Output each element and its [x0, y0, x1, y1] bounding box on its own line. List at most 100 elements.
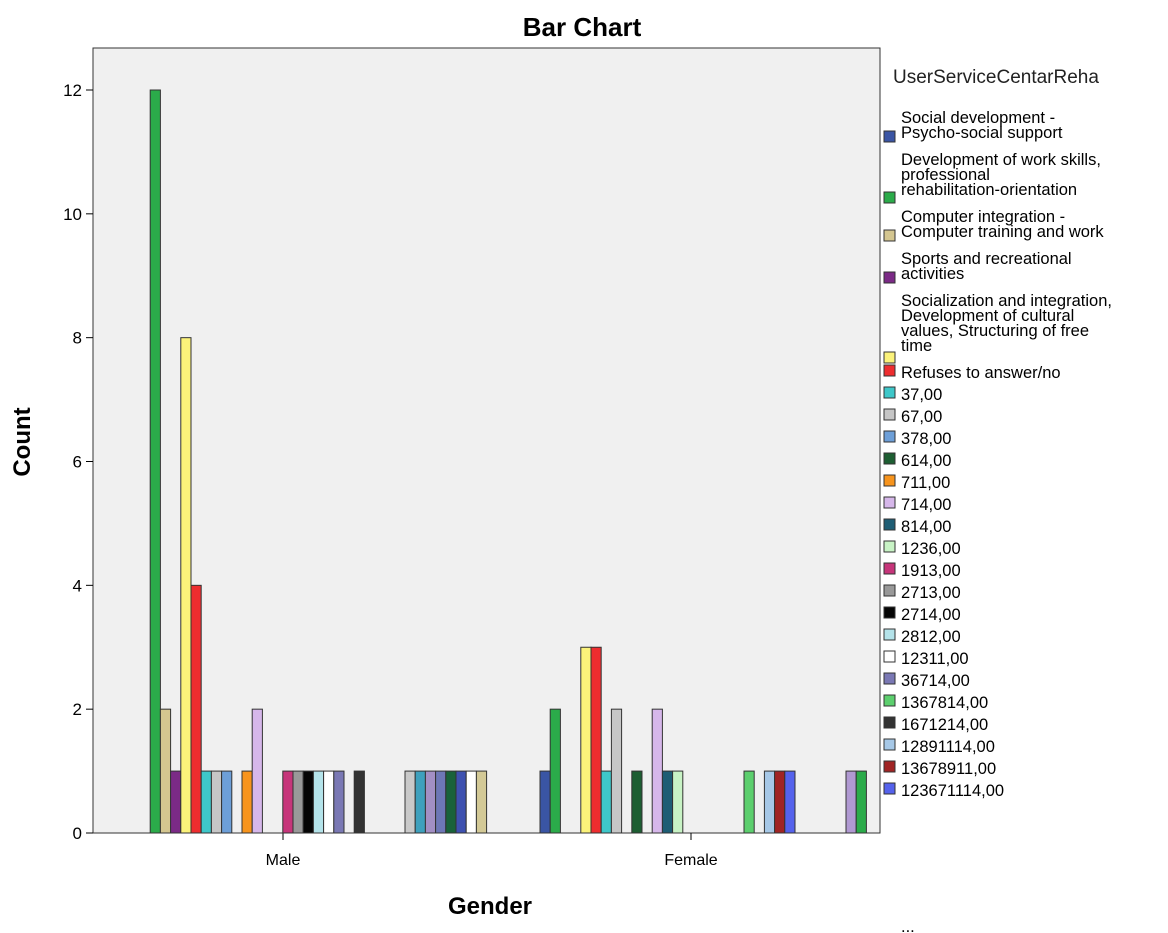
legend-label-1: professional [901, 166, 990, 184]
bar-male-extra-5 [455, 770, 467, 834]
legend-label-17: 2812,00 [901, 628, 961, 646]
legend-swatch-18 [883, 650, 896, 663]
legend-swatch-16 [883, 606, 896, 619]
bar-male-10 [241, 770, 253, 834]
bar-male-extra-1 [414, 770, 426, 834]
bar-female-24 [784, 770, 796, 834]
x-tick-label-male: Male [266, 852, 301, 869]
legend-swatch-6 [883, 386, 896, 399]
bar-female-extra-0 [845, 770, 857, 834]
legend: UserServiceCentarReha Social development… [883, 67, 1112, 933]
legend-label-4: values, Structuring of free [901, 322, 1089, 340]
bar-male-7 [210, 770, 223, 834]
legend-label-13: 1236,00 [901, 540, 961, 558]
bar-female-extra-1 [855, 770, 867, 834]
legend-label-9: 614,00 [901, 452, 951, 470]
bar-male-extra-4 [445, 770, 457, 834]
bar-male-19 [333, 770, 345, 834]
legend-label-2: Computer integration - [901, 208, 1065, 226]
legend-swatch-1 [883, 191, 896, 204]
bar-male-6 [200, 770, 212, 834]
legend-label-22: 12891114,00 [901, 738, 995, 756]
legend-label-4: time [901, 337, 932, 355]
bar-male-4 [180, 337, 192, 834]
bar-male-17 [312, 770, 325, 834]
bar-male-extra-7 [475, 770, 488, 834]
bar-male-14 [282, 770, 294, 834]
legend-label-8: 378,00 [901, 430, 951, 448]
bar-female-13 [672, 770, 684, 834]
legend-label-12: 814,00 [901, 518, 951, 536]
legend-more: ... [901, 918, 915, 933]
bar-male-1 [149, 89, 161, 834]
bar-male-3 [170, 770, 182, 834]
legend-label-3: activities [901, 265, 964, 283]
bar-female-22 [763, 770, 776, 834]
legend-label-14: 1913,00 [901, 562, 961, 580]
x-axis-label: Gender [448, 893, 532, 920]
plot-area: 0 2 4 6 8 10 12 Male Female [63, 47, 881, 869]
legend-swatch-24 [883, 782, 896, 795]
bar-female-23 [774, 770, 786, 834]
bar-male-11 [251, 708, 263, 834]
bar-male-2 [159, 708, 172, 834]
y-tick-label: 10 [63, 205, 82, 224]
y-tick-label: 8 [73, 329, 82, 348]
legend-label-7: 67,00 [901, 408, 942, 426]
bar-male-extra-2 [424, 770, 437, 834]
bar-female-20 [743, 770, 755, 834]
legend-swatch-14 [883, 562, 896, 575]
legend-label-4: Development of cultural [901, 307, 1074, 325]
bar-male-extra-3 [435, 770, 447, 834]
bar-female-0 [539, 770, 551, 834]
bar-male-15 [292, 770, 304, 834]
legend-swatch-8 [883, 430, 896, 443]
legend-label-5: Refuses to answer/no [901, 364, 1061, 382]
legend-label-4: Socialization and integration, [901, 292, 1112, 310]
legend-label-6: 37,00 [901, 386, 942, 404]
bar-male-16 [302, 770, 314, 834]
x-tick-label-female: Female [664, 852, 717, 869]
bar-female-11 [651, 708, 663, 834]
chart-title: Bar Chart [523, 12, 642, 42]
legend-swatch-0 [883, 130, 896, 143]
legend-swatch-12 [883, 518, 896, 531]
legend-label-1: rehabilitation-orientation [901, 181, 1077, 199]
legend-swatch-10 [883, 474, 896, 487]
legend-label-3: Sports and recreational [901, 250, 1072, 268]
legend-swatch-19 [883, 672, 896, 685]
legend-swatch-21 [883, 716, 896, 729]
bar-female-4 [580, 646, 592, 834]
legend-label-2: Computer training and work [901, 223, 1104, 241]
legend-swatch-5 [883, 364, 896, 377]
legend-swatch-4 [883, 351, 896, 364]
bar-female-1 [549, 708, 561, 834]
legend-label-19: 36714,00 [901, 672, 970, 690]
legend-swatch-3 [883, 271, 896, 284]
legend-label-0: Social development - [901, 109, 1055, 127]
legend-label-11: 714,00 [901, 496, 951, 514]
legend-swatch-13 [883, 540, 896, 553]
legend-swatch-22 [883, 738, 896, 751]
legend-label-10: 711,00 [901, 474, 950, 492]
bar-male-8 [221, 770, 233, 834]
legend-label-23: 13678911,00 [901, 760, 996, 778]
bar-female-6 [600, 770, 612, 834]
bar-male-extra-6 [465, 770, 477, 834]
legend-swatch-15 [883, 584, 896, 597]
legend-label-15: 2713,00 [901, 584, 961, 602]
legend-swatch-11 [883, 496, 896, 509]
legend-swatch-2 [883, 229, 896, 242]
bar-female-7 [610, 708, 623, 834]
y-tick-label: 12 [63, 81, 82, 100]
y-axis-label: Count [9, 407, 36, 476]
bar-female-9 [631, 770, 643, 834]
bar-female-12 [661, 770, 674, 834]
legend-label-16: 2714,00 [901, 606, 961, 624]
legend-label-20: 1367814,00 [901, 694, 988, 712]
bar-male-extra-0 [404, 770, 416, 834]
y-tick-label: 4 [73, 576, 82, 595]
y-tick-label: 2 [73, 700, 82, 719]
y-tick-label: 0 [73, 824, 82, 843]
